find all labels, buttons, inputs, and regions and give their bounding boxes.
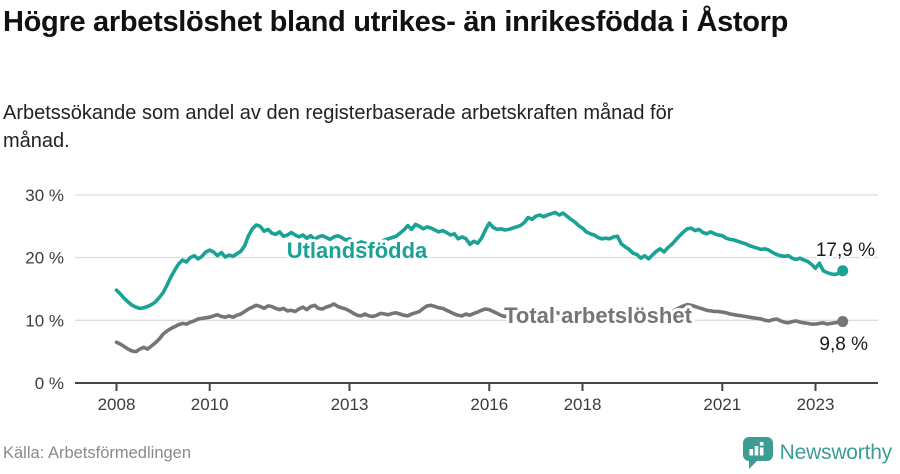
series-name-label-0: Utlandsfödda [287, 238, 428, 263]
x-tick-label-2016: 2016 [470, 395, 508, 414]
x-tick-label-2013: 2013 [331, 395, 369, 414]
x-tick-label-2021: 2021 [703, 395, 741, 414]
x-tick-label-2018: 2018 [564, 395, 602, 414]
bar-chart-bar-tall [759, 447, 764, 456]
y-tick-label-20: 20 % [25, 249, 64, 268]
bar-chart-bar-medium [754, 446, 758, 456]
exclamation-dot-icon [759, 442, 764, 446]
series-line-0 [114, 210, 845, 311]
series-end-value-label-1: 9,8 % [819, 334, 868, 355]
series-end-value-label-0: 17,9 % [816, 240, 875, 261]
newsworthy-logo: Newsworthy [742, 437, 893, 469]
newsworthy-wordmark: Newsworthy [779, 441, 893, 464]
series-line-1 [114, 302, 845, 354]
x-tick-label-2008: 2008 [98, 395, 136, 414]
chart-title: Högre arbetslöshet bland utrikes- än inr… [3, 6, 789, 38]
chart-subtitle: Arbetssökande som andel av den registerb… [3, 102, 674, 152]
footer: Källa: Arbetsförmedlingen Newsworthy [3, 436, 892, 470]
x-tick-label-2023: 2023 [797, 395, 835, 414]
bar-chart-bar-small [749, 449, 753, 456]
series-end-dot-0 [837, 265, 849, 277]
series-name-label-1: Total arbetslöshet [504, 303, 693, 328]
newsworthy-speech-bubble-icon [742, 437, 773, 469]
y-tick-label-10: 10 % [25, 311, 64, 330]
series-end-dot-1 [837, 316, 849, 328]
y-tick-label-0: 0 % [35, 374, 64, 393]
x-tick-label-2010: 2010 [191, 395, 229, 414]
source-note: Källa: Arbetsförmedlingen [3, 443, 192, 462]
y-tick-label-30: 30 % [25, 186, 64, 205]
